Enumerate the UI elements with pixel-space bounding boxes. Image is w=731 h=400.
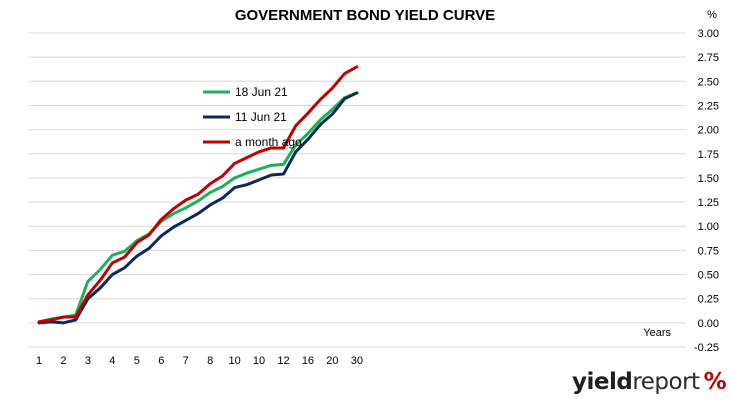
series-line [37,91,359,325]
x-axis-ticks: 1 2 3 4 5 6 7 8 10 10 12 16 20 30 [36,355,363,367]
x-tick-label: 6 [158,355,164,367]
gridlines [28,32,686,348]
y-tick-label: 1.00 [698,221,719,233]
y-tick-label: -0.25 [694,342,719,354]
x-tick-label: 2 [60,355,66,367]
logo-text-yield: yield [572,369,633,395]
legend-label: 18 Jun 21 [235,85,288,99]
legend-label: a month ago [235,135,302,149]
logo-text-report: report [632,369,700,395]
y-tick-label: 0.00 [698,318,719,330]
x-tick-label: 16 [302,355,314,367]
y-tick-label: 0.25 [698,294,719,306]
x-tick-label: 1 [36,355,42,367]
x-tick-label: 20 [326,355,338,367]
x-tick-label: 4 [109,355,115,367]
y-tick-label: 1.75 [698,149,719,161]
x-tick-label: 30 [351,355,363,367]
y-tick-label: 0.75 [698,245,719,257]
legend: 18 Jun 21 11 Jun 21 a month ago [203,85,302,149]
yieldreport-logo: yieldreport% [572,366,727,398]
y-tick-label: 1.25 [698,197,719,209]
logo-percent-icon: % [703,369,727,395]
y-axis-unit: % [707,9,717,21]
chart-title: GOVERNMENT BOND YIELD CURVE [235,7,495,24]
legend-label: 11 Jun 21 [235,110,287,124]
y-tick-label: 2.75 [698,52,719,64]
x-tick-label: 3 [85,355,91,367]
x-tick-label: 10 [253,355,265,367]
x-axis-label: Years [643,327,671,339]
y-tick-label: 3.00 [698,28,719,40]
series-line [37,91,359,324]
x-tick-label: 12 [277,355,289,367]
y-tick-label: 1.50 [698,173,719,185]
x-tick-label: 7 [183,355,189,367]
y-tick-label: 0.50 [698,270,719,282]
y-tick-label: 2.25 [698,100,719,112]
x-tick-label: 8 [207,355,213,367]
x-tick-label: 10 [228,355,240,367]
y-axis-ticks: 3.00 2.75 2.50 2.25 2.00 1.75 1.50 1.25 1.00 0.75… [694,28,719,354]
data-series [37,65,359,325]
y-tick-label: 2.50 [698,76,719,88]
series-line [37,65,359,324]
y-tick-label: 2.00 [698,125,719,137]
x-tick-label: 5 [134,355,140,367]
